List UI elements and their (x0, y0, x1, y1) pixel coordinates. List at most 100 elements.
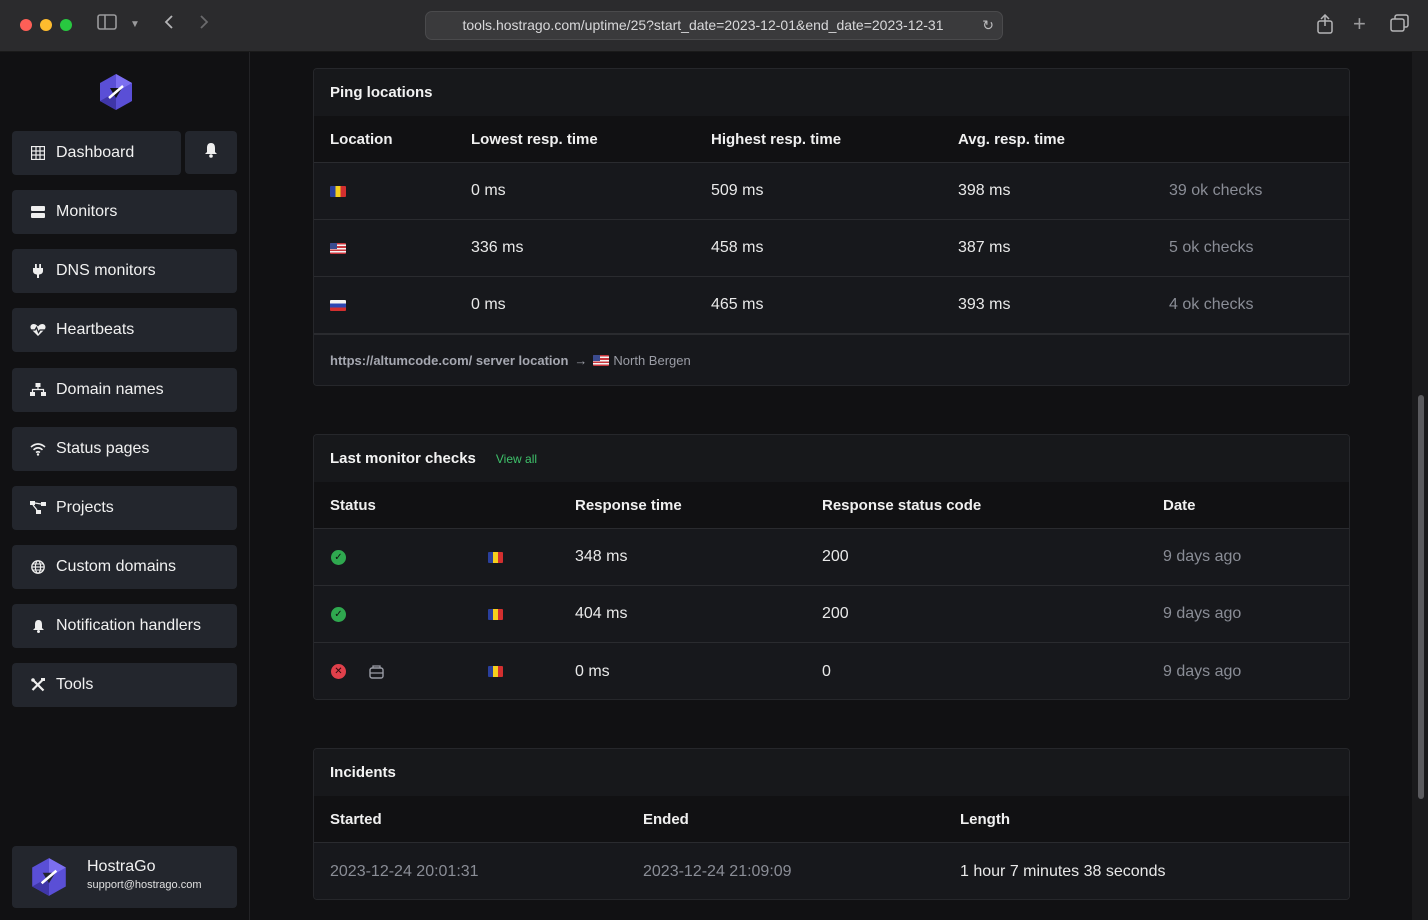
sidebar-item-label: Tools (56, 676, 94, 693)
table-header: Started Ended Length (314, 796, 1349, 843)
globe-icon (30, 559, 46, 575)
ok-checks: 4 ok checks (1169, 296, 1254, 313)
sidebar-item-label: Notification handlers (56, 617, 201, 634)
highest-resp-time: 465 ms (711, 296, 764, 313)
table-row: 336 ms 458 ms 387 ms 5 ok checks (314, 220, 1349, 277)
response-time: 404 ms (575, 605, 628, 622)
check-circle-icon: ✓ (331, 606, 346, 622)
usa-flag-icon (330, 242, 346, 254)
back-icon[interactable] (163, 14, 175, 37)
sidebar-item-custom-domains[interactable]: Custom domains (12, 545, 237, 589)
check-date: 9 days ago (1163, 662, 1242, 680)
table-row: ✓ 404 ms 200 9 days ago (314, 586, 1349, 643)
url-text: tools.hostrago.com/uptime/25?start_date=… (462, 17, 944, 33)
column-header: Highest resp. time (711, 130, 842, 148)
avg-resp-time: 398 ms (958, 182, 1011, 199)
ping-locations-card: Ping locations Location Lowest resp. tim… (313, 68, 1350, 386)
browser-toolbar: ▼ tools.hostrago.com/uptime/25?start_dat… (0, 0, 1428, 52)
check-date: 9 days ago (1163, 605, 1242, 622)
romania-flag-icon (488, 608, 503, 620)
column-header: Response status code (822, 496, 982, 514)
response-status-code: 0 (822, 662, 831, 680)
column-header: Date (1163, 496, 1196, 514)
column-header: Status (330, 496, 376, 514)
lowest-resp-time: 0 ms (471, 296, 506, 313)
ok-checks: 39 ok checks (1169, 182, 1263, 199)
romania-flag-icon (488, 666, 503, 677)
romania-flag-icon (330, 185, 346, 197)
plug-icon (30, 263, 46, 279)
highest-resp-time: 458 ms (711, 239, 764, 256)
ok-checks: 5 ok checks (1169, 239, 1254, 256)
column-header: Response time (575, 496, 682, 514)
sidebar-item-label: Heartbeats (56, 321, 135, 338)
avatar (28, 856, 70, 898)
sidebar-item-domain-names[interactable]: Domain names (12, 368, 237, 412)
sidebar-item-label: Projects (56, 499, 114, 516)
card-title: Ping locations (314, 69, 1349, 116)
user-account-card[interactable]: HostraGo support@hostrago.com (12, 846, 237, 908)
romania-flag-icon (488, 551, 503, 563)
sidebar-toggle-icon[interactable] (97, 14, 117, 37)
minimize-window-button[interactable] (40, 19, 52, 31)
table-header: Location Lowest resp. time Highest resp.… (314, 116, 1349, 163)
network-icon (30, 382, 46, 398)
server-location-city: North Bergen (613, 353, 691, 368)
server-location-link[interactable]: https://altumcode.com/ server location (330, 353, 569, 368)
reload-icon[interactable]: ↻ (982, 17, 994, 33)
check-circle-icon: ✓ (331, 549, 346, 565)
sidebar-item-tools[interactable]: Tools (12, 663, 237, 707)
sidebar-item-dns-monitors[interactable]: DNS monitors (12, 249, 237, 293)
error-circle-icon: ✕ (331, 664, 346, 679)
response-time: 348 ms (575, 548, 628, 565)
tools-icon (30, 677, 46, 693)
sidebar-item-projects[interactable]: Projects (12, 486, 237, 530)
view-all-link[interactable]: View all (495, 451, 538, 466)
error-details-icon[interactable] (369, 643, 384, 699)
project-diagram-icon (30, 500, 46, 516)
bell-icon (204, 142, 218, 163)
bell-icon (30, 618, 46, 634)
share-icon[interactable] (1316, 13, 1334, 41)
card-header: Last monitor checks View all (314, 435, 1349, 482)
sidebar-item-label: DNS monitors (56, 262, 156, 279)
avg-resp-time: 387 ms (958, 239, 1011, 256)
sidebar-item-label: Monitors (56, 203, 118, 220)
column-header: Ended (643, 810, 689, 828)
zoom-window-button[interactable] (60, 19, 72, 31)
sidebar-item-notification-handlers[interactable]: Notification handlers (12, 604, 237, 648)
address-bar[interactable]: tools.hostrago.com/uptime/25?start_date=… (425, 11, 1003, 40)
sidebar-item-label: Status pages (56, 440, 150, 457)
notifications-button[interactable] (185, 131, 237, 174)
forward-icon[interactable] (198, 14, 210, 37)
sidebar-item-monitors[interactable]: Monitors (12, 190, 237, 234)
new-tab-icon[interactable]: + (1353, 11, 1366, 36)
response-status-code: 200 (822, 605, 849, 622)
incidents-card: Incidents Started Ended Length 2023-12-2… (313, 748, 1350, 900)
close-window-button[interactable] (20, 19, 32, 31)
hostrago-logo[interactable] (96, 72, 136, 112)
response-time: 0 ms (575, 662, 610, 680)
column-header: Avg. resp. time (958, 130, 1065, 148)
card-title: Incidents (314, 749, 1349, 796)
last-monitor-checks-card: Last monitor checks View all Status Resp… (313, 434, 1350, 700)
lowest-resp-time: 0 ms (471, 182, 506, 199)
usa-flag-icon (593, 355, 610, 366)
heart-pulse-icon (30, 322, 46, 338)
sidebar-item-status-pages[interactable]: Status pages (12, 427, 237, 471)
sidebar-item-dashboard[interactable]: Dashboard (12, 131, 181, 175)
scrollbar-thumb[interactable] (1418, 395, 1424, 799)
incident-length: 1 hour 7 minutes 38 seconds (960, 862, 1166, 880)
table-row: 0 ms 465 ms 393 ms 4 ok checks (314, 277, 1349, 334)
table-row: 0 ms 509 ms 398 ms 39 ok checks (314, 163, 1349, 220)
user-name: HostraGo (87, 858, 156, 875)
sidebar-item-label: Dashboard (56, 144, 135, 161)
chevron-down-icon[interactable]: ▼ (130, 19, 140, 30)
avg-resp-time: 393 ms (958, 296, 1011, 313)
table-row: ✓ 348 ms 200 9 days ago (314, 529, 1349, 586)
lowest-resp-time: 336 ms (471, 239, 524, 256)
sidebar-item-heartbeats[interactable]: Heartbeats (12, 308, 237, 352)
grid-icon (30, 145, 46, 161)
table-header: Status Response time Response status cod… (314, 482, 1349, 529)
tab-overview-icon[interactable] (1390, 14, 1410, 39)
